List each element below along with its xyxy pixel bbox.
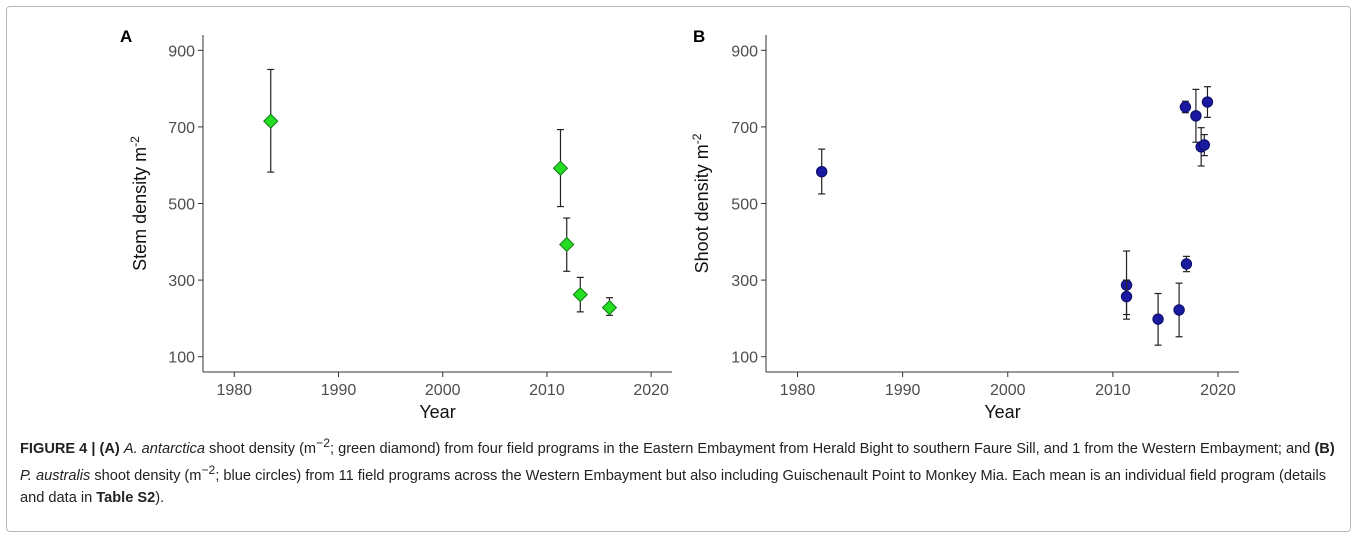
y-tick-label-b-300: 300 (731, 273, 758, 290)
y-axis-title-a: Stem density m-2 (128, 136, 150, 271)
data-point-b-11 (1201, 96, 1214, 108)
x-tick-label-b-2010: 2010 (1095, 382, 1131, 399)
caption-text-a-post: ; green diamond) from four field program… (329, 440, 1315, 457)
y-tick-label-b-900: 900 (731, 43, 758, 60)
data-point-b-5 (1173, 304, 1185, 316)
x-tick-label-b-1990: 1990 (885, 382, 921, 399)
y-axis-title-sup-a: -2 (128, 136, 142, 147)
figure-charts: A 100 300 500 700 900 1980 1990 2000 2010 2020 Year… (120, 27, 1239, 422)
y-axis-title-sup-b: -2 (690, 133, 704, 144)
data-point-b-1 (816, 166, 828, 178)
data-point-a-1 (263, 113, 279, 129)
caption-text-a-pre: shoot density (m (204, 440, 317, 457)
y-tick-label-a-900: 900 (168, 43, 195, 60)
panel-label-a: A (120, 27, 132, 46)
y-tick-label-a-500: 500 (168, 197, 195, 214)
y-tick-label-b-500: 500 (731, 197, 758, 214)
y-tick-label-a-700: 700 (168, 120, 195, 137)
y-axis-title-text-a: Stem density m (130, 147, 150, 271)
caption-sup-a: −2 (316, 436, 330, 450)
data-point-b-6 (1179, 101, 1192, 113)
caption-text-b-post: ; blue circles) from 11 field programs a… (20, 468, 1327, 506)
caption-table-ref: Table S2 (96, 489, 156, 506)
x-tick-label-a-2000: 2000 (425, 382, 461, 399)
caption-panel-b-label: (B) (1314, 440, 1335, 457)
y-axis-title-b: Shoot density m-2 (690, 133, 712, 273)
panel-label-b: B (693, 27, 705, 46)
x-tick-label-a-2010: 2010 (529, 382, 565, 399)
x-tick-label-b-1980: 1980 (780, 382, 816, 399)
x-tick-label-a-1990: 1990 (321, 382, 357, 399)
caption-panel-a-label: (A) (99, 440, 120, 457)
data-point-b-7 (1180, 258, 1193, 270)
data-point-b-8 (1190, 110, 1202, 122)
data-point-b-3 (1120, 290, 1133, 303)
caption-end: ). (155, 489, 165, 506)
data-point-a-4 (572, 286, 588, 303)
data-point-a-3 (559, 236, 575, 253)
y-tick-label-a-100: 100 (168, 350, 195, 367)
x-tick-label-a-1980: 1980 (216, 382, 252, 399)
data-point-a-5 (601, 299, 618, 316)
figure-frame (6, 6, 1351, 532)
y-tick-label-b-100: 100 (731, 350, 758, 367)
x-tick-label-a-2020: 2020 (633, 382, 669, 399)
figure-caption: FIGURE 4 | (A) A. antarctica shoot densi… (20, 433, 1338, 509)
panel-b: B 100 300 500 700 900 1980 1990 2000 2010 2020 Year… (690, 27, 1239, 422)
y-axis-title-text-b: Shoot density m (692, 144, 712, 273)
caption-figure-label: FIGURE 4 | (20, 440, 96, 457)
x-tick-label-b-2020: 2020 (1200, 382, 1236, 399)
caption-sup-b: −2 (201, 463, 216, 478)
panel-a: A 100 300 500 700 900 1980 1990 2000 2010 2020 Year… (120, 27, 672, 422)
caption-species-a: A. antarctica (123, 440, 205, 457)
x-axis-title-b: Year (984, 402, 1020, 422)
data-point-b-10 (1198, 139, 1211, 151)
x-tick-label-b-2000: 2000 (990, 382, 1026, 399)
y-tick-label-b-700: 700 (731, 120, 758, 137)
y-tick-label-a-300: 300 (168, 273, 195, 290)
caption-species-b: P. australis (20, 468, 91, 485)
data-point-b-4 (1152, 313, 1164, 325)
x-axis-title-a: Year (419, 402, 455, 422)
data-point-a-2 (552, 160, 569, 176)
caption-text-b-pre: shoot density (m (90, 468, 202, 485)
